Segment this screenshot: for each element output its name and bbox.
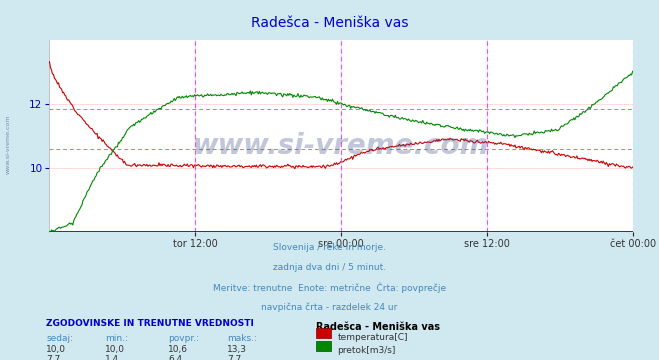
Text: pretok[m3/s]: pretok[m3/s] xyxy=(337,346,396,355)
Text: 10,0: 10,0 xyxy=(105,345,125,354)
Text: 7,7: 7,7 xyxy=(227,355,242,360)
Text: 6,4: 6,4 xyxy=(168,355,182,360)
Text: 13,3: 13,3 xyxy=(227,345,247,354)
Text: Meritve: trenutne  Enote: metrične  Črta: povprečje: Meritve: trenutne Enote: metrične Črta: … xyxy=(213,283,446,293)
Text: Radešca - Meniška vas: Radešca - Meniška vas xyxy=(316,322,440,332)
Text: povpr.:: povpr.: xyxy=(168,334,199,343)
Text: 1,4: 1,4 xyxy=(105,355,119,360)
Text: www.si-vreme.com: www.si-vreme.com xyxy=(193,131,489,159)
Text: sedaj:: sedaj: xyxy=(46,334,73,343)
Text: 7,7: 7,7 xyxy=(46,355,61,360)
Text: navpična črta - razdelek 24 ur: navpična črta - razdelek 24 ur xyxy=(262,302,397,312)
Text: maks.:: maks.: xyxy=(227,334,257,343)
Text: 10,0: 10,0 xyxy=(46,345,66,354)
Text: min.:: min.: xyxy=(105,334,129,343)
Text: 10,6: 10,6 xyxy=(168,345,188,354)
Text: Radešca - Meniška vas: Radešca - Meniška vas xyxy=(251,16,408,30)
Text: www.si-vreme.com: www.si-vreme.com xyxy=(5,114,11,174)
Text: zadnja dva dni / 5 minut.: zadnja dva dni / 5 minut. xyxy=(273,263,386,272)
Text: ZGODOVINSKE IN TRENUTNE VREDNOSTI: ZGODOVINSKE IN TRENUTNE VREDNOSTI xyxy=(46,319,254,328)
Text: Slovenija / reke in morje.: Slovenija / reke in morje. xyxy=(273,243,386,252)
Text: temperatura[C]: temperatura[C] xyxy=(337,333,408,342)
